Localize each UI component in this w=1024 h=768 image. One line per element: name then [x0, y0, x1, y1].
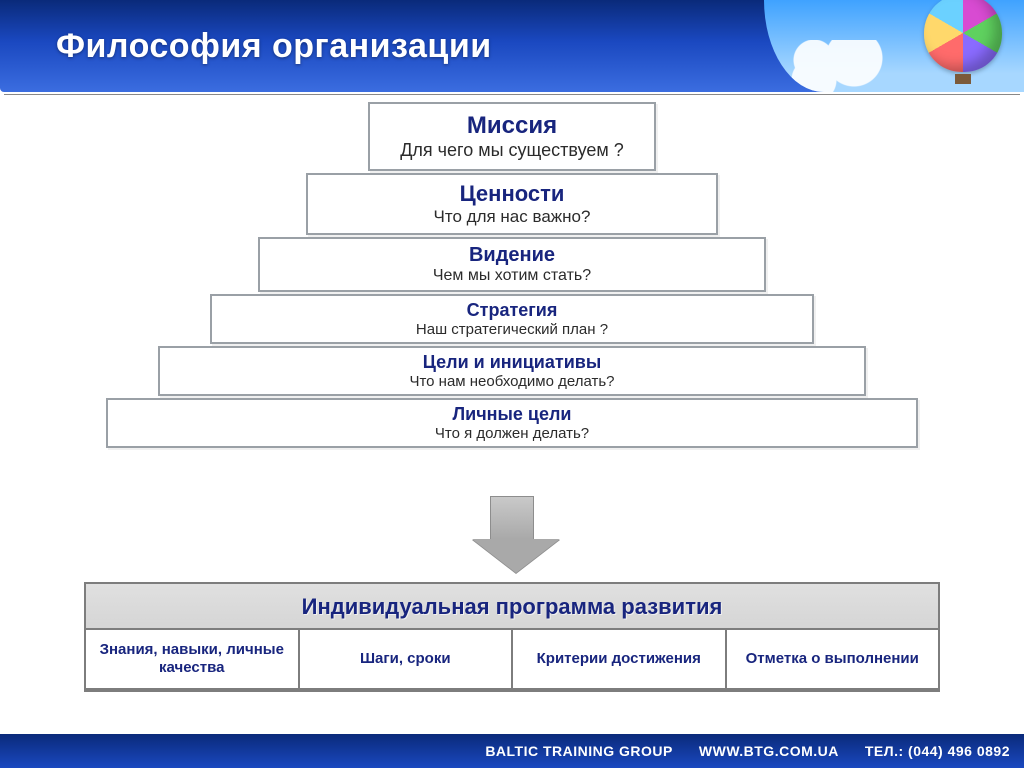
pyramid-level-subtitle: Наш стратегический план ?	[220, 321, 804, 338]
program-cell: Критерии достижения	[511, 628, 727, 690]
balloon-icon	[924, 0, 1002, 92]
pyramid-level-subtitle: Что я должен делать?	[116, 425, 908, 442]
slide: Философия организации МиссияДля чего мы …	[0, 0, 1024, 768]
pyramid-level: ВидениеЧем мы хотим стать?	[258, 237, 766, 292]
footer-tel: ТЕЛ.: (044) 496 0892	[865, 743, 1010, 759]
pyramid-level-subtitle: Чем мы хотим стать?	[268, 267, 756, 285]
pyramid-level: ЦенностиЧто для нас важно?	[306, 173, 718, 235]
arrow-down-icon	[472, 496, 552, 573]
program-block: Индивидуальная программа развития Знания…	[84, 582, 940, 692]
footer-url: WWW.BTG.COM.UA	[699, 743, 839, 759]
header-bar: Философия организации	[0, 0, 1024, 92]
program-cell: Отметка о выполнении	[725, 628, 941, 690]
pyramid-level: СтратегияНаш стратегический план ?	[210, 294, 814, 344]
program-cell: Шаги, сроки	[298, 628, 514, 690]
program-row: Знания, навыки, личные качестваШаги, сро…	[86, 630, 938, 690]
pyramid-level-title: Личные цели	[116, 404, 908, 425]
pyramid-level-title: Цели и инициативы	[168, 352, 856, 373]
footer-org: BALTIC TRAINING GROUP	[485, 743, 673, 759]
pyramid-level-title: Стратегия	[220, 300, 804, 321]
footer-bar: BALTIC TRAINING GROUP WWW.BTG.COM.UA ТЕЛ…	[0, 734, 1024, 768]
slide-title: Философия организации	[56, 27, 492, 66]
header-sky-decor	[764, 0, 1024, 92]
program-cell: Знания, навыки, личные качества	[84, 628, 300, 690]
cloud-icon	[784, 40, 904, 92]
pyramid-level: Личные целиЧто я должен делать?	[106, 398, 918, 448]
pyramid-level-title: Ценности	[316, 181, 708, 207]
pyramid-level: МиссияДля чего мы существуем ?	[368, 102, 656, 171]
pyramid-level-title: Миссия	[378, 112, 646, 140]
pyramid-level: Цели и инициативыЧто нам необходимо дела…	[158, 346, 866, 396]
program-title: Индивидуальная программа развития	[86, 584, 938, 630]
divider	[4, 94, 1020, 95]
pyramid-level-subtitle: Что нам необходимо делать?	[168, 373, 856, 390]
pyramid-diagram: МиссияДля чего мы существуем ?ЦенностиЧт…	[0, 102, 1024, 448]
pyramid-level-subtitle: Что для нас важно?	[316, 207, 708, 227]
pyramid-level-title: Видение	[268, 244, 756, 267]
pyramid-level-subtitle: Для чего мы существуем ?	[378, 140, 646, 161]
